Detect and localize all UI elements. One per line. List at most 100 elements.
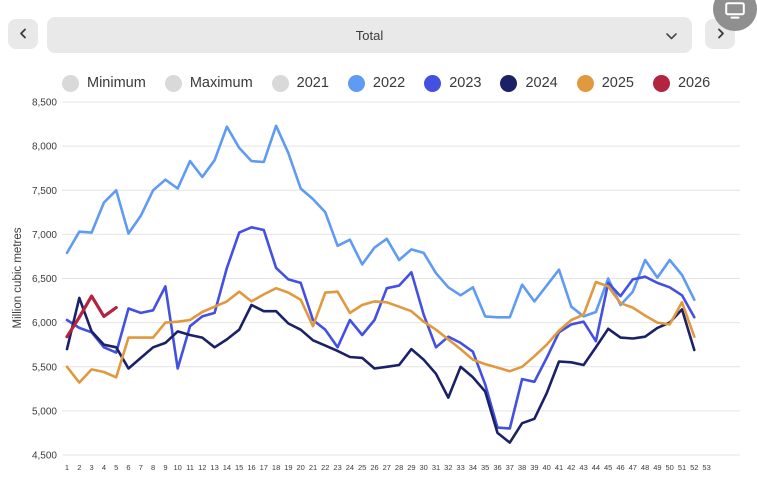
x-tick-label-week-31: 31 bbox=[432, 463, 440, 472]
x-tick-label-week-39: 39 bbox=[530, 463, 538, 472]
y-tick-label: 7,500 bbox=[32, 186, 57, 197]
x-tick-label-week-42: 42 bbox=[567, 463, 575, 472]
series-line-2026[interactable] bbox=[65, 294, 118, 339]
x-tick-label-week-13: 13 bbox=[210, 463, 218, 472]
x-tick-label-week-30: 30 bbox=[420, 463, 428, 472]
x-tick-label-week-43: 43 bbox=[579, 463, 587, 472]
y-tick-label: 5,000 bbox=[32, 406, 57, 417]
x-tick-label-week-7: 7 bbox=[139, 463, 143, 472]
chart-legend: Minimum Maximum 2021 2022 2023 2024 2025 2026 bbox=[62, 73, 710, 93]
legend-item-2024[interactable]: 2024 bbox=[500, 74, 558, 92]
legend-item-2021[interactable]: 2021 bbox=[271, 74, 329, 92]
series-line-2023[interactable] bbox=[65, 226, 696, 430]
x-tick-label-week-15: 15 bbox=[235, 463, 243, 472]
legend-label: 2021 bbox=[296, 75, 329, 91]
x-tick-label-week-6: 6 bbox=[126, 463, 130, 472]
x-tick-label-week-9: 9 bbox=[163, 463, 167, 472]
metric-dropdown[interactable]: Total bbox=[47, 17, 692, 53]
x-tick-label-week-12: 12 bbox=[198, 463, 206, 472]
legend-item-maximum[interactable]: Maximum bbox=[164, 74, 253, 92]
x-tick-label-week-14: 14 bbox=[223, 463, 231, 472]
legend-label: Minimum bbox=[87, 75, 146, 91]
x-tick-label-week-44: 44 bbox=[592, 463, 600, 472]
x-tick-label-week-49: 49 bbox=[653, 463, 661, 472]
legend-label: 2022 bbox=[372, 75, 406, 91]
y-tick-label: 6,000 bbox=[32, 318, 57, 329]
x-tick-label-week-27: 27 bbox=[383, 463, 391, 472]
legend-dot-2021 bbox=[271, 74, 289, 92]
x-tick-label-week-19: 19 bbox=[284, 463, 292, 472]
legend-dot-minimum bbox=[62, 74, 79, 92]
legend-label: 2026 bbox=[677, 75, 711, 91]
y-axis-title: Million cubic metres bbox=[12, 227, 24, 328]
legend-dot-2025 bbox=[576, 74, 594, 92]
y-tick-label: 6,500 bbox=[32, 274, 57, 285]
x-tick-label-week-29: 29 bbox=[407, 463, 415, 472]
x-tick-label-week-36: 36 bbox=[493, 463, 501, 472]
x-tick-label-week-8: 8 bbox=[151, 463, 155, 472]
legend-label: 2025 bbox=[601, 75, 634, 91]
x-tick-label-week-24: 24 bbox=[346, 463, 354, 472]
legend-item-2023[interactable]: 2023 bbox=[424, 74, 482, 92]
x-tick-label-week-34: 34 bbox=[469, 463, 477, 472]
chevron-left-icon bbox=[18, 27, 29, 42]
x-tick-label-week-48: 48 bbox=[641, 463, 649, 472]
x-tick-label-week-21: 21 bbox=[309, 463, 317, 472]
x-tick-label-week-52: 52 bbox=[690, 463, 698, 472]
x-tick-label-week-4: 4 bbox=[102, 463, 106, 472]
x-tick-label-week-35: 35 bbox=[481, 463, 489, 472]
y-tick-label: 8,000 bbox=[32, 142, 57, 153]
y-tick-label: 5,500 bbox=[32, 362, 57, 373]
legend-item-minimum[interactable]: Minimum bbox=[62, 74, 146, 92]
series-line-2025[interactable] bbox=[65, 280, 696, 384]
monitor-icon bbox=[725, 2, 745, 31]
x-tick-label-week-20: 20 bbox=[297, 463, 305, 472]
x-tick-label-week-51: 51 bbox=[678, 463, 686, 472]
legend-item-2025[interactable]: 2025 bbox=[576, 74, 634, 92]
x-tick-label-week-2: 2 bbox=[77, 463, 81, 472]
x-tick-label-week-11: 11 bbox=[186, 463, 194, 472]
x-tick-label-week-53: 53 bbox=[702, 463, 710, 472]
x-tick-label-week-28: 28 bbox=[395, 463, 403, 472]
legend-dot-2022 bbox=[347, 74, 365, 92]
x-tick-label-week-18: 18 bbox=[272, 463, 280, 472]
legend-item-2026[interactable]: 2026 bbox=[652, 74, 711, 92]
chevron-right-icon bbox=[715, 27, 726, 42]
x-tick-label-week-10: 10 bbox=[174, 463, 182, 472]
x-tick-label-week-38: 38 bbox=[518, 463, 526, 472]
legend-dot-maximum bbox=[164, 74, 182, 92]
legend-dot-2023 bbox=[424, 74, 442, 92]
x-tick-label-week-26: 26 bbox=[370, 463, 378, 472]
series-line-2022[interactable] bbox=[65, 124, 696, 319]
x-tick-label-week-33: 33 bbox=[456, 463, 464, 472]
x-tick-label-week-23: 23 bbox=[333, 463, 341, 472]
x-tick-label-week-32: 32 bbox=[444, 463, 452, 472]
x-tick-label-week-45: 45 bbox=[604, 463, 612, 472]
y-tick-label: 8,500 bbox=[32, 98, 57, 109]
legend-dot-2026 bbox=[652, 74, 670, 92]
legend-label: 2024 bbox=[525, 75, 558, 91]
x-tick-label-week-47: 47 bbox=[629, 463, 637, 472]
x-tick-label-week-46: 46 bbox=[616, 463, 624, 472]
x-tick-label-week-22: 22 bbox=[321, 463, 329, 472]
metric-dropdown-value: Total bbox=[355, 27, 384, 43]
legend-dot-2024 bbox=[500, 74, 518, 92]
x-tick-label-week-50: 50 bbox=[666, 463, 674, 472]
x-tick-label-week-37: 37 bbox=[506, 463, 514, 472]
previous-button[interactable] bbox=[8, 19, 38, 49]
x-tick-label-week-1: 1 bbox=[65, 463, 69, 472]
x-tick-label-week-3: 3 bbox=[90, 463, 94, 472]
y-tick-label: 4,500 bbox=[32, 451, 57, 462]
series-line-2024[interactable] bbox=[65, 296, 696, 444]
legend-label: Maximum bbox=[189, 75, 253, 91]
x-tick-label-week-40: 40 bbox=[543, 463, 551, 472]
x-tick-label-week-25: 25 bbox=[358, 463, 366, 472]
x-tick-label-week-17: 17 bbox=[260, 463, 268, 472]
x-tick-label-week-41: 41 bbox=[555, 463, 563, 472]
chevron-down-icon bbox=[665, 29, 678, 47]
legend-item-2022[interactable]: 2022 bbox=[347, 74, 406, 92]
x-tick-label-week-5: 5 bbox=[114, 463, 118, 472]
x-tick-label-week-16: 16 bbox=[247, 463, 255, 472]
legend-label: 2023 bbox=[449, 75, 482, 91]
